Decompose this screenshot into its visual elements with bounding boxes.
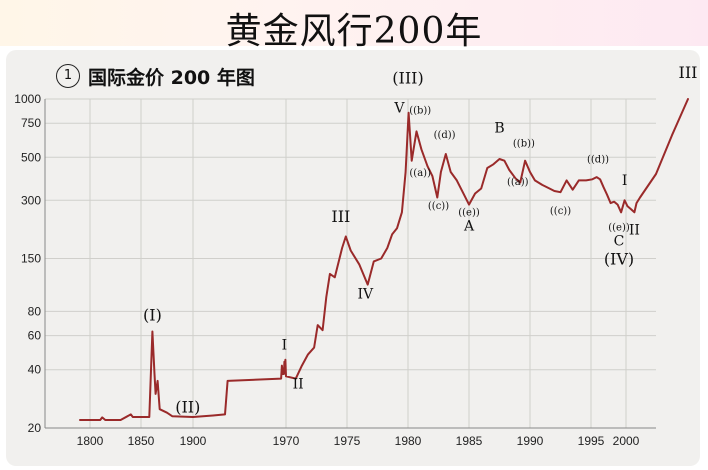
y-tick-label: 300 xyxy=(21,193,41,207)
y-tick-label: 20 xyxy=(28,421,42,435)
wave-label: V xyxy=(393,101,405,117)
wave-label: I xyxy=(282,337,288,353)
title-band xyxy=(0,0,708,46)
x-tick-label: 1900 xyxy=(180,434,207,448)
wave-label: (IV) xyxy=(604,249,634,268)
axis-layer: 20 40 60 80 150 300 500 750 1000 1800 1850 1900 1970… xyxy=(14,92,656,448)
y-tick-label: 40 xyxy=(28,363,42,377)
wave-label: IV xyxy=(357,287,374,303)
wave-label: ((b)) xyxy=(513,138,535,149)
x-tick-label: 1990 xyxy=(517,434,544,448)
wave-label: ((d)) xyxy=(434,130,456,141)
x-tick-label: 1970 xyxy=(273,434,300,448)
wave-label: ((c)) xyxy=(550,206,571,217)
x-tick-label: 1985 xyxy=(456,434,483,448)
gold-price-line xyxy=(79,98,689,421)
x-tick-label: 1995 xyxy=(578,434,605,448)
x-tick-label: 1980 xyxy=(395,434,422,448)
x-tick-label: 1975 xyxy=(334,434,361,448)
wave-label: I xyxy=(622,173,628,189)
page-title: 黄金风行200年 xyxy=(225,11,483,52)
y-tick-label: 150 xyxy=(21,252,41,266)
y-tick-label: 500 xyxy=(21,150,41,164)
y-tick-label: 80 xyxy=(28,304,42,318)
wave-label: II xyxy=(293,376,304,392)
wave-label: (II) xyxy=(175,398,200,417)
wave-label: ((e)) xyxy=(608,222,630,233)
wave-label: (III) xyxy=(392,69,423,88)
wave-label: A xyxy=(463,218,475,234)
wave-label: II xyxy=(629,222,640,238)
wave-label: III xyxy=(331,207,350,226)
y-tick-label: 750 xyxy=(21,116,41,130)
wave-label: ((e)) xyxy=(458,208,480,219)
wave-label: B xyxy=(494,121,504,137)
subtitle-number-badge: 1 xyxy=(56,64,80,88)
series-layer xyxy=(79,98,689,421)
wave-label: ((d)) xyxy=(587,154,609,165)
wave-label: ((a)) xyxy=(409,168,431,179)
chart-subtitle: 1 国际金价 200 年图 xyxy=(56,62,255,90)
wave-label: ((c)) xyxy=(428,201,449,212)
x-tick-label: 2000 xyxy=(613,434,640,448)
wave-label: (I) xyxy=(143,305,162,324)
grid-layer xyxy=(45,98,656,429)
wave-label: ((b)) xyxy=(409,106,431,117)
wave-label: ((a)) xyxy=(507,177,529,188)
x-tick-label: 1850 xyxy=(128,434,155,448)
subtitle-text: 国际金价 200 年图 xyxy=(88,66,255,89)
wave-label: C xyxy=(614,234,625,250)
y-tick-label: 1000 xyxy=(14,92,41,106)
wave-label: III xyxy=(679,63,698,82)
x-tick-label: 1800 xyxy=(77,434,104,448)
y-tick-label: 60 xyxy=(28,329,42,343)
chart-panel xyxy=(6,50,700,466)
